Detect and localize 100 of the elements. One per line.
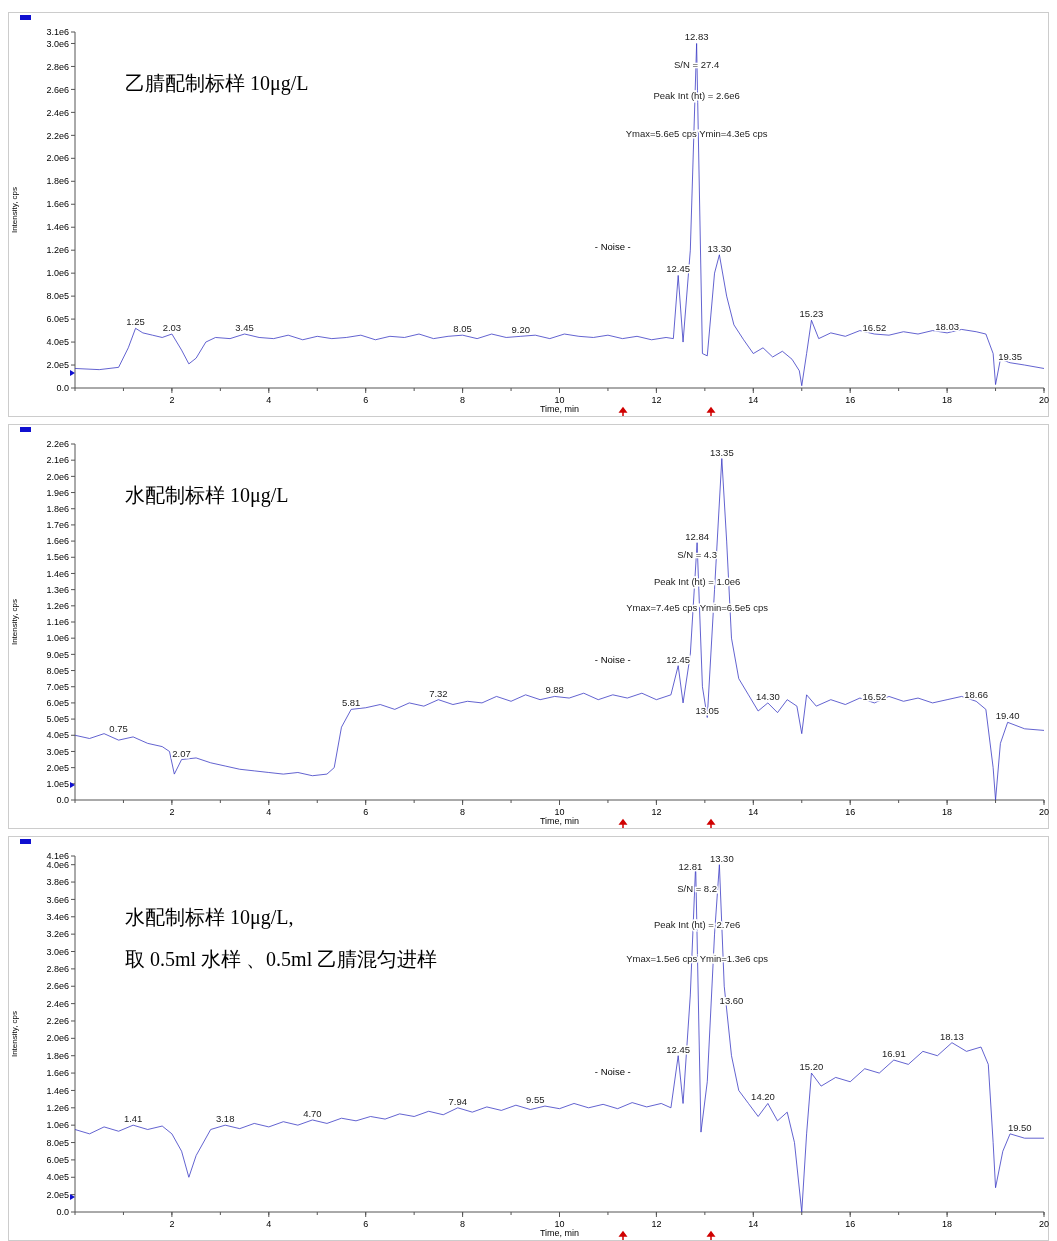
x-tick-label: 8 bbox=[460, 1219, 466, 1229]
annotation: 13.35 bbox=[709, 446, 734, 458]
y-tick-label: 0.0 bbox=[56, 1207, 69, 1218]
annotation: 19.40 bbox=[995, 710, 1020, 722]
y-tick-label: 2.2e6 bbox=[46, 1016, 69, 1027]
x-tick-label: 6 bbox=[363, 395, 369, 405]
y-tick-label: 2.0e6 bbox=[46, 153, 69, 164]
y-tick-label: 6.0e5 bbox=[46, 314, 69, 325]
x-tick-label: 6 bbox=[363, 807, 369, 817]
y-tick-label: 1.1e6 bbox=[46, 617, 69, 628]
y-tick-label: 0.0 bbox=[56, 383, 69, 394]
annotation: 18.03 bbox=[935, 320, 959, 332]
y-tick-label: 4.1e6 bbox=[46, 851, 69, 862]
y-tick-label: 2.0e5 bbox=[46, 1189, 69, 1200]
y-tick-label: 4.0e5 bbox=[46, 337, 69, 348]
annotation: 3.18 bbox=[215, 1113, 235, 1125]
y-tick-label: 9.0e5 bbox=[46, 649, 69, 660]
y-tick-label: 2.0e5 bbox=[46, 762, 69, 773]
y-tick-label: 4.0e5 bbox=[46, 1172, 69, 1183]
x-tick-label: 16 bbox=[845, 807, 856, 817]
annotation: 16.52 bbox=[862, 690, 887, 702]
x-tick-label: 18 bbox=[942, 395, 953, 405]
annotation: 13.30 bbox=[709, 852, 734, 864]
y-tick-label: 3.2e6 bbox=[46, 929, 69, 940]
annotation: - Noise - bbox=[594, 653, 631, 665]
annotation: 3.45 bbox=[235, 322, 254, 334]
y-axis-title: Intensity, cps bbox=[10, 1010, 19, 1058]
annotation: 18.66 bbox=[964, 689, 989, 701]
x-tick-label: 4 bbox=[266, 395, 272, 405]
text: 水配制标样 10μg/L bbox=[125, 484, 289, 507]
x-tick-label: 14 bbox=[748, 395, 759, 405]
y-tick-label: 3.8e6 bbox=[46, 877, 69, 888]
y-tick-label: 2.0e6 bbox=[46, 471, 69, 482]
y-tick-label: 0.0 bbox=[56, 795, 69, 806]
annotation: 12.45 bbox=[666, 653, 691, 665]
annotation: 14.30 bbox=[755, 690, 780, 702]
x-tick-label: 12 bbox=[651, 807, 662, 817]
x-tick-label: 10 bbox=[554, 807, 565, 817]
x-tick-label: 2 bbox=[169, 395, 175, 405]
y-tick-label: 3.6e6 bbox=[46, 894, 69, 905]
y-tick-label: 2.0e5 bbox=[46, 360, 69, 371]
annotation: S/N = 8.2 bbox=[677, 883, 718, 895]
x-tick-label: 10 bbox=[554, 395, 565, 405]
y-axis-title: Intensity, cps bbox=[10, 598, 19, 646]
x-tick-label: 4 bbox=[266, 807, 272, 817]
annotation: 13.05 bbox=[695, 705, 720, 717]
y-tick-label: 3.4e6 bbox=[46, 911, 69, 922]
x-tick-label: 6 bbox=[363, 1219, 369, 1229]
y-tick-label: 6.0e5 bbox=[46, 698, 69, 709]
y-tick-label: 2.0e6 bbox=[46, 1033, 69, 1044]
y-tick-label: 4.0e6 bbox=[46, 859, 69, 870]
x-tick-label: 20 bbox=[1038, 395, 1050, 405]
annotation: Ymax=1.5e6 cps Ymin=1.3e6 cps bbox=[626, 953, 769, 965]
annotation: 15.20 bbox=[799, 1061, 824, 1073]
y-tick-label: 8.0e5 bbox=[46, 1137, 69, 1148]
y-tick-label: 1.2e6 bbox=[46, 1102, 69, 1113]
annotation: 9.55 bbox=[526, 1094, 545, 1106]
y-tick-label: 1.4e6 bbox=[46, 222, 69, 233]
y-tick-label: 8.0e5 bbox=[46, 665, 69, 676]
x-tick-label: 16 bbox=[845, 1219, 856, 1229]
y-tick-label: 1.6e6 bbox=[46, 536, 69, 547]
annotation: 12.83 bbox=[684, 31, 709, 43]
annotation: 18.13 bbox=[940, 1030, 964, 1042]
annotation: 15.23 bbox=[799, 308, 824, 320]
annotation: 13.60 bbox=[719, 995, 744, 1007]
annotation: 12.45 bbox=[666, 1043, 691, 1055]
y-tick-label: 1.6e6 bbox=[46, 1068, 69, 1079]
annotation: 13.30 bbox=[707, 242, 732, 254]
y-tick-label: 1.0e6 bbox=[46, 268, 69, 279]
x-tick-label: 12 bbox=[651, 395, 662, 405]
y-axis-title: Intensity, cps bbox=[10, 186, 19, 234]
annotation: 12.81 bbox=[678, 861, 703, 873]
y-tick-label: 1.4e6 bbox=[46, 1085, 69, 1096]
x-tick-label: 4 bbox=[266, 1219, 272, 1229]
y-tick-label: 4.0e5 bbox=[46, 730, 69, 741]
y-tick-label: 2.4e6 bbox=[46, 107, 69, 118]
annotation: 5.81 bbox=[341, 697, 361, 709]
x-tick-label: 2 bbox=[169, 807, 175, 817]
y-tick-label: 5.0e5 bbox=[46, 714, 69, 725]
annotation: 8.05 bbox=[453, 323, 472, 335]
y-tick-label: 1.8e6 bbox=[46, 1050, 69, 1061]
y-tick-label: 2.2e6 bbox=[46, 130, 69, 141]
y-tick-label: 2.4e6 bbox=[46, 998, 69, 1009]
annotation: 9.20 bbox=[511, 324, 530, 336]
y-tick-label: 2.8e6 bbox=[46, 61, 69, 72]
x-tick-label: 18 bbox=[942, 807, 953, 817]
x-tick-label: 12 bbox=[651, 1219, 662, 1229]
annotation: 1.25 bbox=[126, 316, 145, 328]
annotation: 14.20 bbox=[751, 1091, 775, 1103]
y-tick-label: 1.7e6 bbox=[46, 520, 69, 531]
y-tick-label: 3.0e6 bbox=[46, 38, 69, 49]
annotation: - Noise - bbox=[594, 240, 631, 252]
x-tick-label: 2 bbox=[169, 1219, 175, 1229]
x-tick-label: 8 bbox=[460, 395, 466, 405]
annotation: 0.75 bbox=[109, 723, 128, 735]
x-tick-label: 14 bbox=[748, 807, 759, 817]
y-tick-label: 1.3e6 bbox=[46, 584, 69, 595]
y-tick-label: 1.5e6 bbox=[46, 552, 69, 563]
y-tick-label: 1.2e6 bbox=[46, 600, 69, 611]
y-tick-label: 2.8e6 bbox=[46, 964, 69, 975]
